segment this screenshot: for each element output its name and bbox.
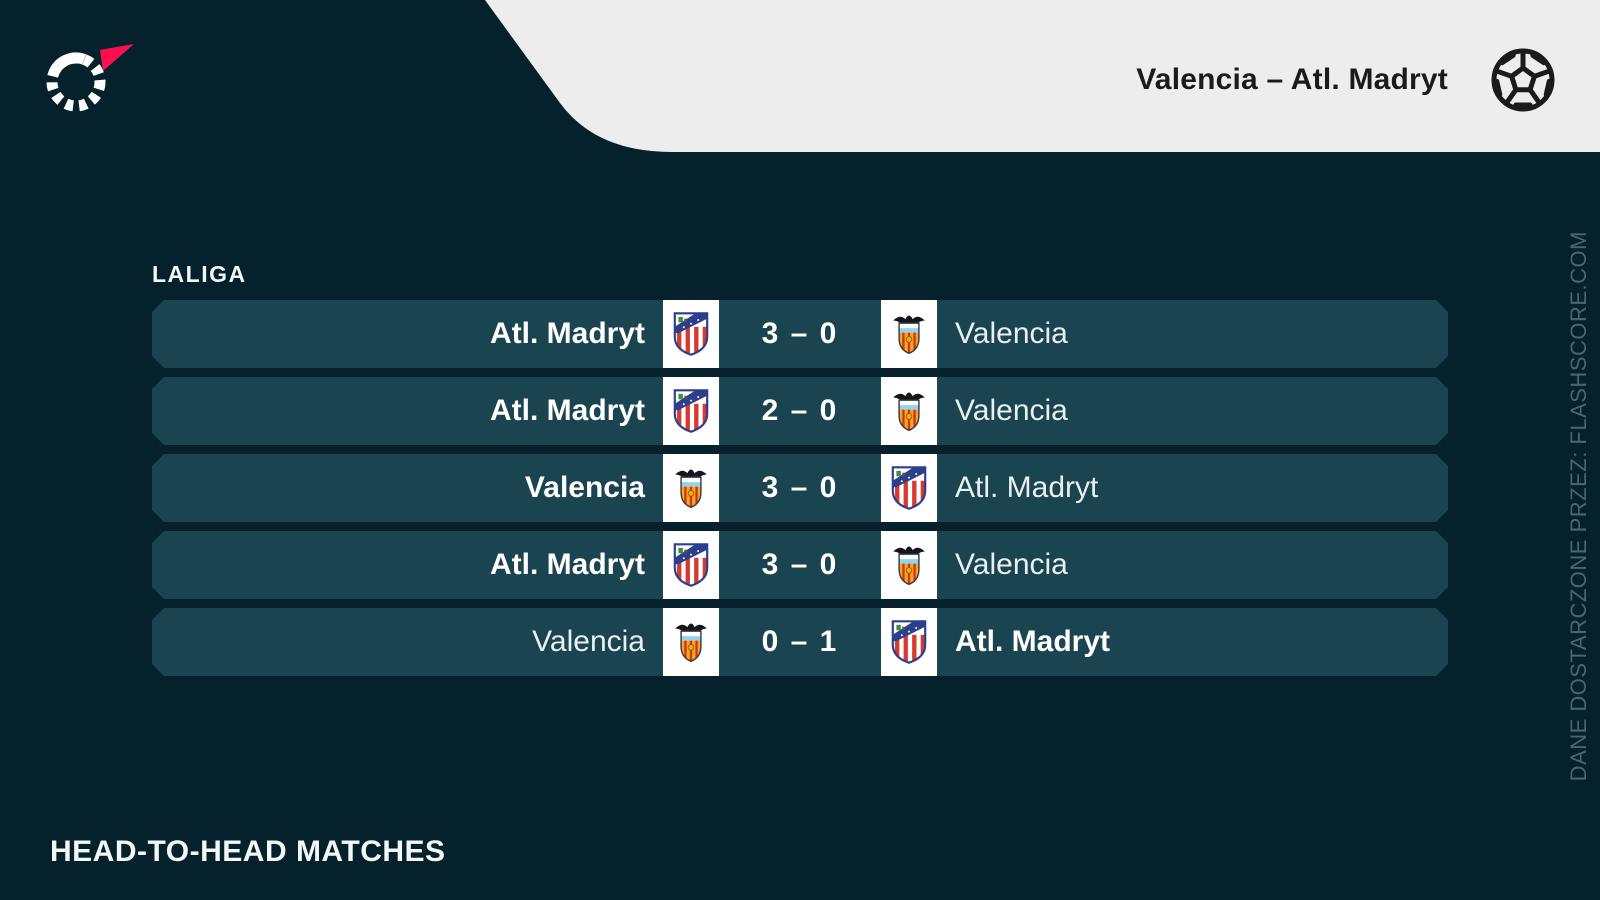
home-team-crest [663, 377, 719, 445]
home-team-crest [663, 454, 719, 522]
away-team-crest [881, 300, 937, 368]
match-score: 3 – 0 [761, 317, 839, 350]
away-team-name: Atl. Madryt [955, 625, 1111, 658]
match-list: Atl. Madryt 3 – 0 Valencia Atl. Madryt 2… [152, 300, 1448, 685]
home-team-name: Valencia [532, 625, 645, 658]
match-score: 3 – 0 [761, 471, 839, 504]
home-team-crest [663, 531, 719, 599]
away-team-crest [881, 454, 937, 522]
home-team-crest [663, 300, 719, 368]
atletico-crest-icon [673, 311, 709, 357]
valencia-crest-icon [891, 311, 927, 357]
match-score: 3 – 0 [761, 548, 839, 581]
match-row[interactable]: Atl. Madryt 3 – 0 Valencia [152, 531, 1448, 599]
away-team-name: Atl. Madryt [955, 471, 1099, 504]
match-row[interactable]: Valencia 0 – 1 Atl. Madryt [152, 608, 1448, 676]
valencia-crest-icon [891, 542, 927, 588]
match-row[interactable]: Valencia 3 – 0 Atl. Madryt [152, 454, 1448, 522]
away-team-name: Valencia [955, 317, 1068, 350]
away-team-name: Valencia [955, 394, 1068, 427]
match-score: 2 – 0 [761, 394, 839, 427]
home-team-name: Valencia [524, 471, 645, 504]
match-row[interactable]: Atl. Madryt 2 – 0 Valencia [152, 377, 1448, 445]
away-team-name: Valencia [955, 548, 1068, 581]
atletico-crest-icon [891, 619, 927, 665]
provider-watermark: DANE DOSTARCZONE PRZEZ: FLASHSCORE.COM [1566, 231, 1591, 782]
matchup-title: Valencia – Atl. Madryt [1136, 63, 1448, 96]
atletico-crest-icon [891, 465, 927, 511]
away-team-crest [881, 531, 937, 599]
away-team-crest [881, 377, 937, 445]
valencia-crest-icon [891, 388, 927, 434]
match-row[interactable]: Atl. Madryt 3 – 0 Valencia [152, 300, 1448, 368]
match-score: 0 – 1 [761, 625, 839, 658]
valencia-crest-icon [673, 465, 709, 511]
section-title: HEAD-TO-HEAD MATCHES [50, 835, 446, 868]
away-team-crest [881, 608, 937, 676]
flashscore-logo-icon [46, 44, 134, 112]
home-team-crest [663, 608, 719, 676]
atletico-crest-icon [673, 388, 709, 434]
header-band [485, 0, 1600, 152]
soccer-ball-icon [1491, 48, 1555, 112]
valencia-crest-icon [673, 619, 709, 665]
home-team-name: Atl. Madryt [489, 394, 645, 427]
home-team-name: Atl. Madryt [489, 317, 645, 350]
home-team-name: Atl. Madryt [489, 548, 645, 581]
league-label: LALIGA [152, 261, 247, 287]
atletico-crest-icon [673, 542, 709, 588]
